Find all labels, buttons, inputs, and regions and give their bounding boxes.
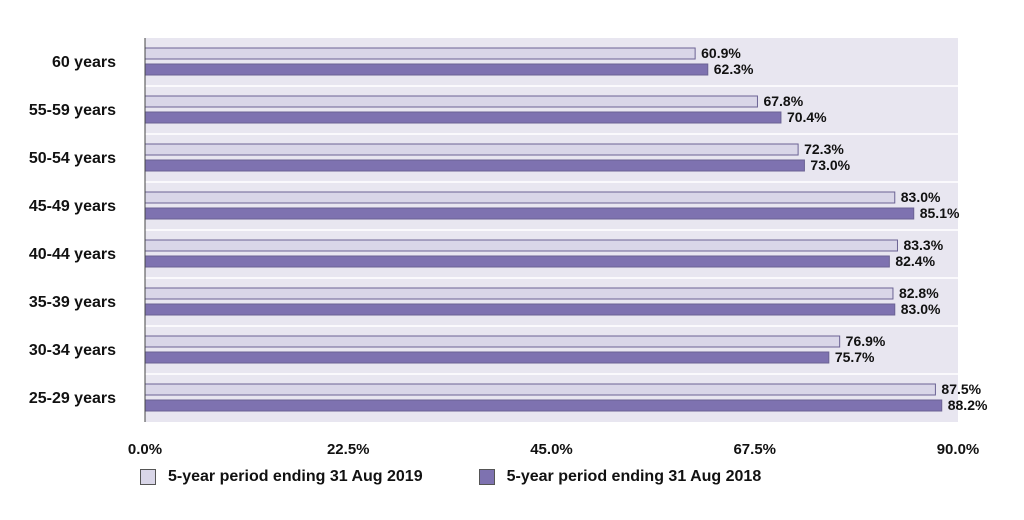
x-tick-label: 90.0% (937, 441, 980, 458)
gridlines (145, 85, 958, 375)
bar-2018 (144, 351, 830, 364)
category-label: 55-59 years (29, 102, 116, 119)
data-label: 83.0% (901, 189, 941, 205)
category-label: 50-54 years (29, 150, 116, 167)
bar-2018 (144, 399, 943, 412)
data-label: 83.3% (903, 237, 943, 253)
x-tick-label: 22.5% (327, 441, 370, 458)
bar-2019 (144, 239, 898, 252)
data-labels: 60.9%62.3%67.8%70.4%72.3%73.0%83.0%85.1%… (701, 45, 988, 413)
data-label: 76.9% (846, 333, 886, 349)
category-label: 60 years (52, 54, 116, 71)
x-tick-label: 67.5% (733, 441, 776, 458)
data-label: 70.4% (787, 109, 827, 125)
data-label: 62.3% (714, 61, 754, 77)
bar-2018 (144, 159, 805, 172)
bar-2019 (144, 335, 841, 348)
bar-2019 (144, 143, 799, 156)
data-label: 83.0% (901, 301, 941, 317)
x-tick-label: 45.0% (530, 441, 573, 458)
data-label: 82.8% (899, 285, 939, 301)
data-label: 73.0% (810, 157, 850, 173)
data-label: 72.3% (804, 141, 844, 157)
bar-2019 (144, 95, 758, 108)
bar-2018 (144, 255, 890, 268)
data-label: 85.1% (920, 205, 960, 221)
category-label: 25-29 years (29, 390, 116, 407)
bar-2019 (144, 383, 936, 396)
category-label: 35-39 years (29, 294, 116, 311)
legend-item-2019: 5-year period ending 31 Aug 2019 (140, 468, 423, 486)
legend-swatch-2018 (478, 469, 495, 485)
bar-2018 (144, 207, 915, 220)
category-label: 30-34 years (29, 342, 116, 359)
legend-swatch-2019 (140, 469, 156, 485)
tick-labels: 0.0% 22.5% 45.0% 67.5% 90.0% (128, 441, 979, 458)
bar-2018 (144, 111, 782, 124)
data-label: 75.7% (835, 349, 875, 365)
bar-2018 (144, 303, 896, 316)
data-label: 67.8% (763, 93, 803, 109)
bars (144, 47, 943, 412)
bar-2018 (144, 63, 709, 76)
category-label: 45-49 years (29, 198, 116, 215)
legend-item-2018: 5-year period ending 31 Aug 2018 (478, 468, 762, 486)
legend: 5-year period ending 31 Aug 2019 5-year … (140, 468, 761, 486)
legend-label-2018: 5-year period ending 31 Aug 2018 (506, 468, 762, 485)
data-label: 87.5% (941, 381, 981, 397)
data-label: 82.4% (895, 253, 935, 269)
bar-2019 (144, 287, 894, 300)
data-label: 60.9% (701, 45, 741, 61)
x-tick-label: 0.0% (128, 441, 162, 458)
bar-2019 (144, 47, 696, 60)
legend-label-2019: 5-year period ending 31 Aug 2019 (168, 468, 423, 485)
category-labels: 60 years 55-59 years 50-54 years 45-49 year… (29, 54, 116, 407)
bar-2019 (144, 191, 896, 204)
data-label: 88.2% (948, 397, 988, 413)
category-label: 40-44 years (29, 246, 116, 263)
